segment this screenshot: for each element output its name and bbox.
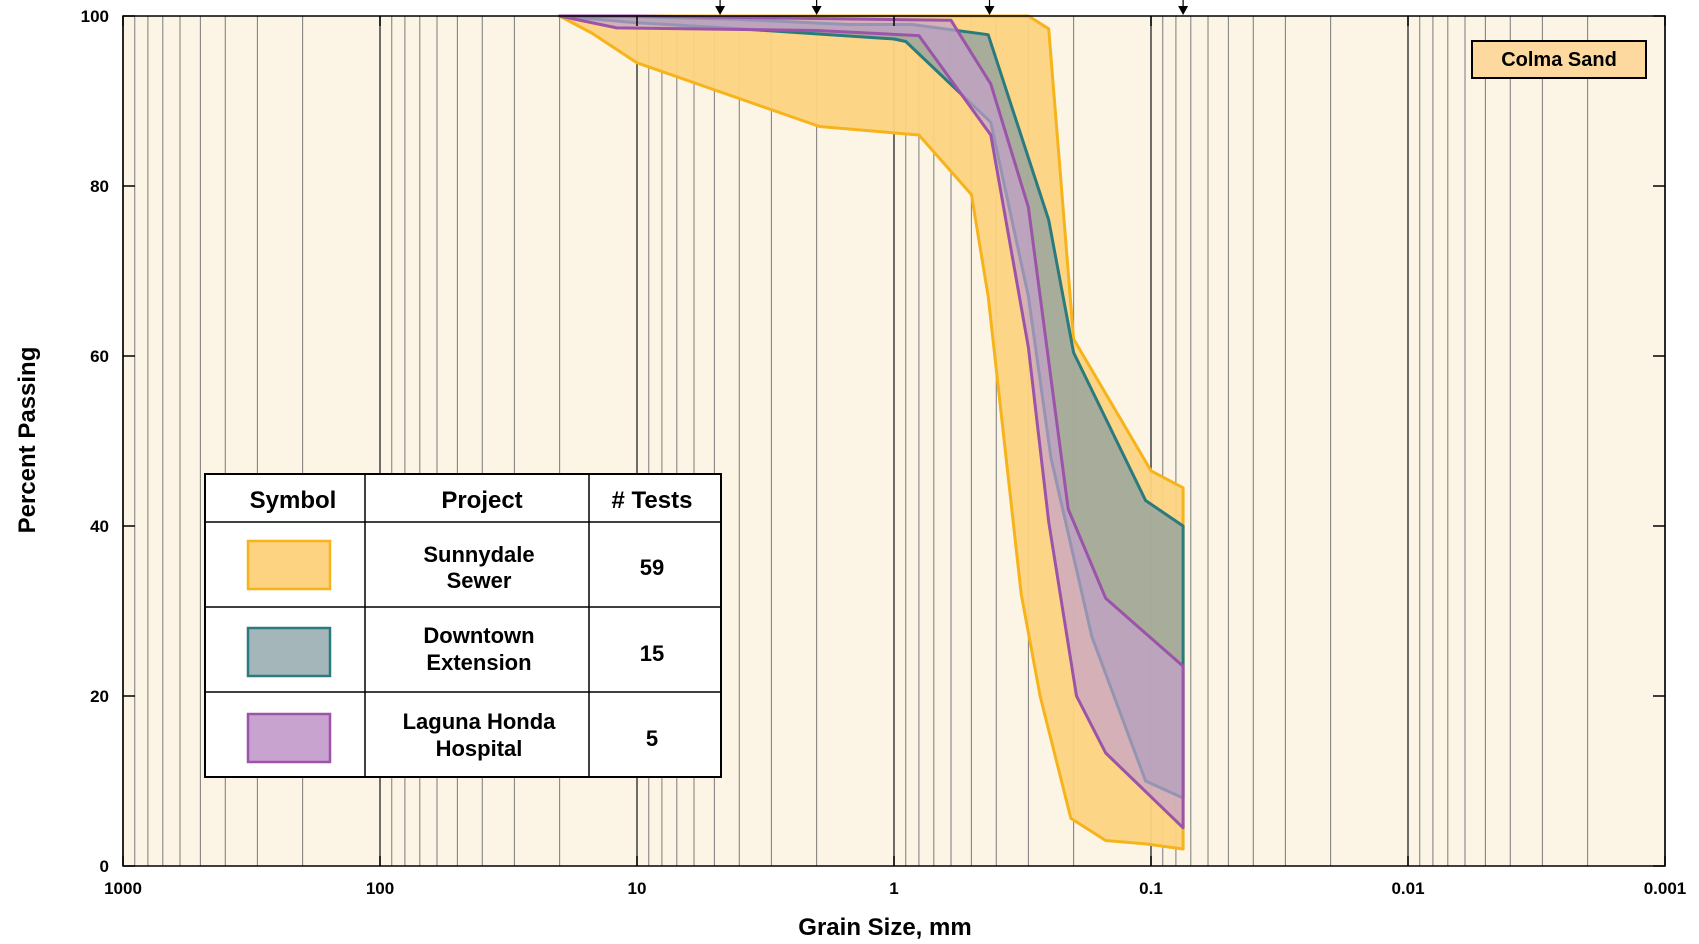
legend-swatch-sunnydale [246,539,332,591]
x-tick-label: 10 [628,879,647,898]
y-tick-label: 0 [100,857,109,876]
gradation-band-laguna-honda-hospital [558,14,1185,830]
sieve-marker [811,6,822,15]
x-tick-label: 100 [366,879,394,898]
y-tick-label: 60 [90,347,109,366]
y-tick-label: 80 [90,177,109,196]
legend-project-line2: Extension [426,650,531,675]
legend-header-project: Project [441,487,522,514]
gradation-bands [558,14,1185,851]
y-tick-label: 40 [90,517,109,536]
label-box: Colma Sand [1471,40,1647,79]
y-axis-title: Percent Passing [14,347,41,534]
sieve-marker [984,6,995,15]
x-tick-label: 0.1 [1139,879,1163,898]
y-tick-label: 100 [81,7,109,26]
x-tick-label: 1000 [104,879,142,898]
legend-swatch-downtown [246,626,332,678]
y-tick-label: 20 [90,687,109,706]
legend-project-line2: Hospital [436,736,523,761]
legend-header-tests: # Tests [612,487,693,514]
sieve-marker [715,6,726,15]
legend-tests-value: 15 [640,641,664,666]
sieve-markers [715,0,1189,15]
legend-swatch-laguna [246,712,332,764]
legend-project-line1: Laguna Honda [403,709,557,734]
x-tick-label: 0.01 [1391,879,1424,898]
x-axis-labels: 1000 100 10 1 0.1 0.01 0.001 [104,879,1686,898]
legend-project-line1: Downtown [423,623,534,648]
x-axis-title: Grain Size, mm [798,914,971,941]
label-box-text: Colma Sand [1501,49,1617,71]
legend-project-line1: Sunnydale [423,542,534,567]
legend-project-line2: Sewer [447,568,512,593]
legend-tests-value: 5 [646,726,658,751]
x-tick-label: 0.001 [1644,879,1687,898]
label-box-frame [1471,40,1647,79]
axis-ticks [122,15,1666,867]
legend-header-symbol: Symbol [250,487,337,514]
sieve-marker [1178,6,1189,15]
x-tick-label: 1 [889,879,898,898]
y-axis-labels: 0 20 40 60 80 100 [81,7,109,876]
legend-table: Symbol Project # Tests Sunnydale Sewer 5… [204,473,722,778]
legend-tests-value: 59 [640,555,664,580]
